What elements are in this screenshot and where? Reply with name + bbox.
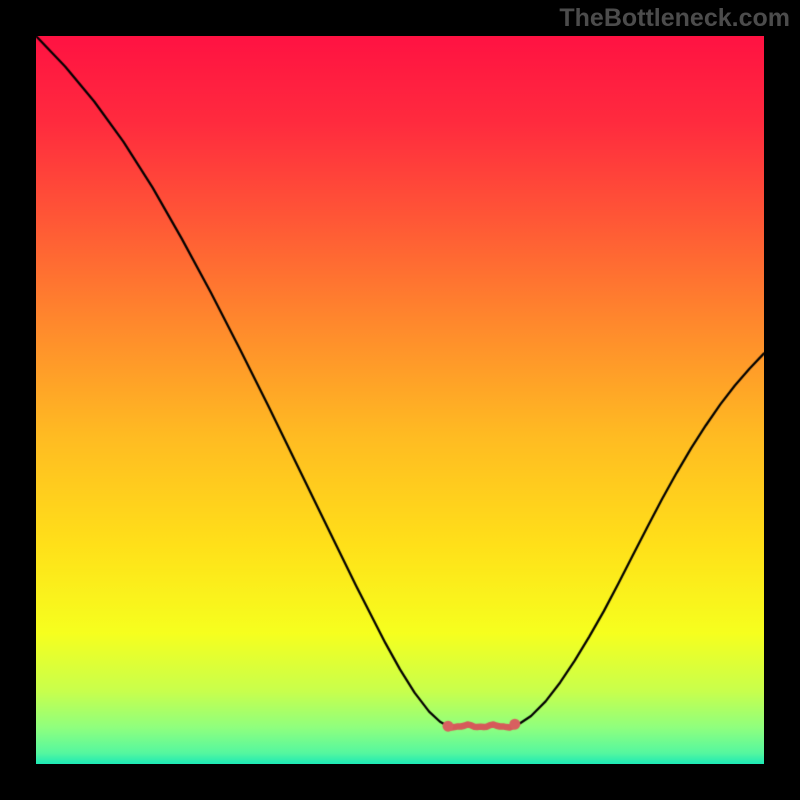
chart-container: TheBottleneck.com	[0, 0, 800, 800]
chart-background-gradient	[36, 36, 764, 764]
watermark-text: TheBottleneck.com	[559, 4, 790, 33]
